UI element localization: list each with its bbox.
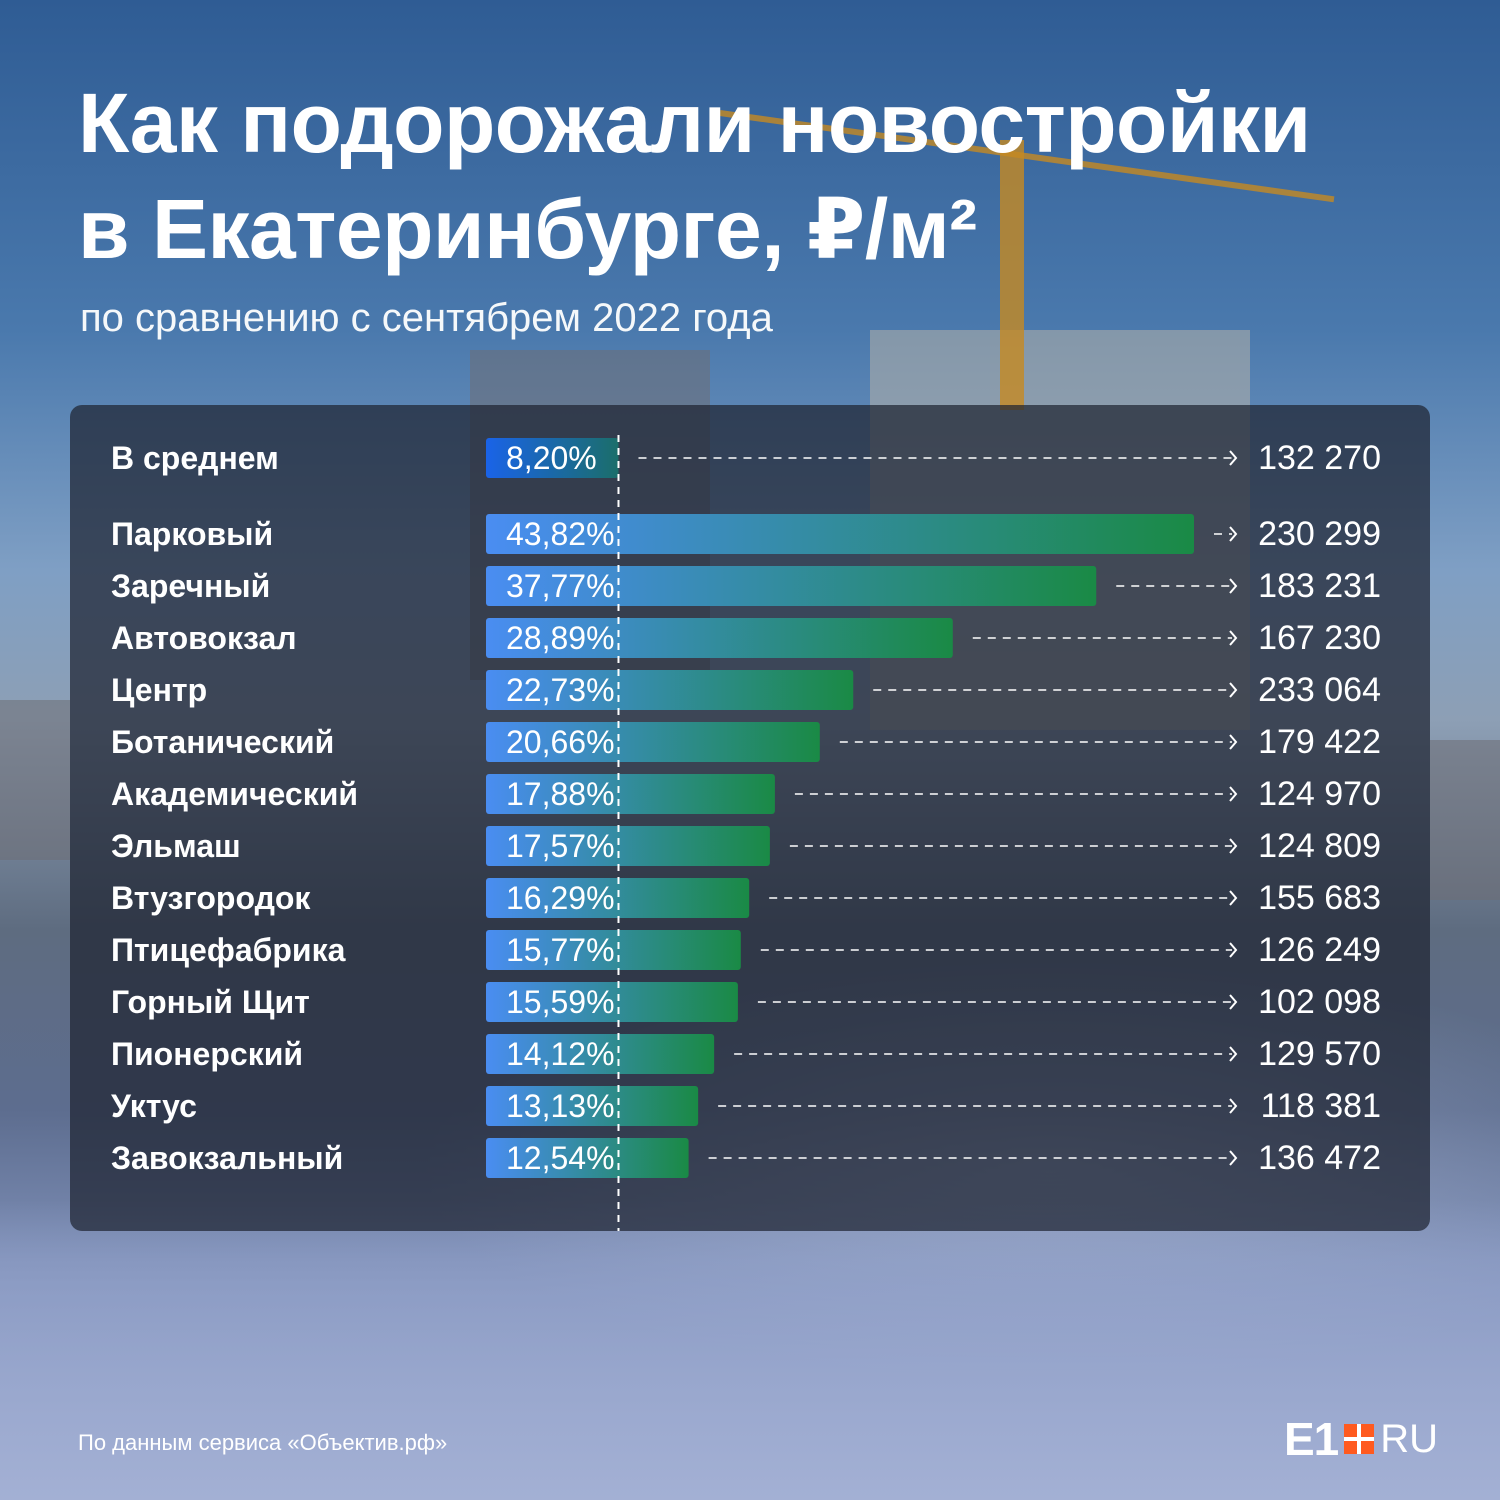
- value-label-2: 28,89%: [506, 620, 615, 656]
- value-label-9: 15,59%: [506, 984, 615, 1020]
- value-label-5: 17,88%: [506, 776, 615, 812]
- value-label-8: 15,77%: [506, 932, 615, 968]
- value-label-4: 20,66%: [506, 724, 615, 760]
- bar-4: [486, 722, 820, 762]
- value-label-10: 14,12%: [506, 1036, 615, 1072]
- bar-12: [486, 1138, 689, 1178]
- arrow-icon-1: [1229, 578, 1238, 594]
- category-label-7: Втузгородок: [111, 880, 311, 916]
- bar-9: [486, 982, 738, 1022]
- price-label-12: 136 472: [1258, 1139, 1381, 1177]
- bar-0: [486, 514, 1194, 554]
- source-note: По данным сервиса «Объектив.рф»: [78, 1430, 448, 1455]
- price-label-2: 167 230: [1258, 619, 1381, 657]
- price-label-9: 102 098: [1258, 983, 1381, 1021]
- bar-8: [486, 930, 741, 970]
- chart-subtitle: по сравнению с сентябрем 2022 года: [80, 296, 773, 340]
- price-label-8: 126 249: [1258, 931, 1381, 969]
- price-label-10: 129 570: [1258, 1035, 1381, 1073]
- category-label-5: Академический: [111, 776, 358, 812]
- arrow-icon-6: [1229, 838, 1238, 854]
- value-label-12: 12,54%: [506, 1140, 615, 1176]
- bar-7: [486, 878, 750, 918]
- building-silhouette: [1430, 740, 1500, 900]
- bar-3: [486, 670, 854, 710]
- price-label-6: 124 809: [1258, 827, 1381, 865]
- value-label-11: 13,13%: [506, 1088, 615, 1124]
- bar-5: [486, 774, 775, 814]
- bar-2: [486, 618, 953, 658]
- arrow-icon-7: [1229, 890, 1238, 906]
- category-label-12: Завокзальный: [111, 1140, 343, 1176]
- average-bar: [486, 438, 619, 478]
- e1-ru-logo: E1 RU: [1284, 1413, 1438, 1465]
- category-label-9: Горный Щит: [111, 984, 310, 1020]
- price-label-11: 118 381: [1261, 1087, 1381, 1125]
- bar-11: [486, 1086, 699, 1126]
- bar-1: [486, 566, 1097, 606]
- title-line-2: в Екатеринбурге, ₽/м²: [78, 182, 977, 276]
- category-label-3: Центр: [111, 672, 207, 708]
- title-line-1: Как подорожали новостройки: [78, 76, 1311, 170]
- arrow-icon-10: [1229, 1046, 1238, 1062]
- category-label-2: Автовокзал: [111, 620, 297, 656]
- price-label-3: 233 064: [1258, 671, 1381, 709]
- value-label-6: 17,57%: [506, 828, 615, 864]
- chart-title: Как подорожали новостройки в Екатеринбур…: [78, 70, 1458, 282]
- logo-brand: E1: [1283, 1413, 1339, 1465]
- value-label-3: 22,73%: [506, 672, 615, 708]
- arrow-icon-4: [1229, 734, 1238, 750]
- price-label-5: 124 970: [1258, 775, 1381, 813]
- chart-panel: В среднем 8,20% 132 270 Парковый 43,82% 230 2…: [70, 405, 1430, 1231]
- price-label-4: 179 422: [1258, 723, 1381, 761]
- price-label-0: 230 299: [1258, 515, 1381, 553]
- bar-10: [486, 1034, 715, 1074]
- average-label: В среднем: [111, 440, 279, 476]
- category-label-0: Парковый: [111, 516, 273, 552]
- arrow-icon-12: [1229, 1150, 1238, 1166]
- arrow-icon-8: [1229, 942, 1238, 958]
- category-label-6: Эльмаш: [111, 828, 241, 864]
- price-label-7: 155 683: [1258, 879, 1381, 917]
- average-value-label: 8,20%: [506, 440, 597, 476]
- bar-chart: В среднем 8,20% 132 270 Парковый 43,82% 230 2…: [111, 435, 1381, 1231]
- arrow-icon-5: [1229, 786, 1238, 802]
- arrow-icon-3: [1229, 682, 1238, 698]
- price-label-1: 183 231: [1258, 567, 1381, 605]
- category-label-11: Уктус: [111, 1088, 197, 1124]
- crane-tower: [1000, 140, 1024, 410]
- arrow-icon-9: [1229, 994, 1238, 1010]
- arrow-icon-0: [1229, 526, 1238, 542]
- category-label-8: Птицефабрика: [111, 932, 346, 968]
- bar-6: [486, 826, 770, 866]
- category-label-4: Ботанический: [111, 724, 334, 760]
- value-label-7: 16,29%: [506, 880, 615, 916]
- logo-square-icon: [1344, 1424, 1375, 1454]
- category-label-1: Заречный: [111, 568, 270, 604]
- category-label-10: Пионерский: [111, 1036, 303, 1072]
- average-arrow-icon: [1229, 450, 1238, 466]
- value-label-0: 43,82%: [506, 516, 615, 552]
- logo-domain: RU: [1380, 1416, 1438, 1461]
- value-label-1: 37,77%: [506, 568, 615, 604]
- average-price-label: 132 270: [1258, 439, 1381, 477]
- snow-ground: [0, 1200, 1500, 1500]
- arrow-icon-11: [1229, 1098, 1238, 1114]
- arrow-icon-2: [1229, 630, 1238, 646]
- building-silhouette: [0, 700, 70, 860]
